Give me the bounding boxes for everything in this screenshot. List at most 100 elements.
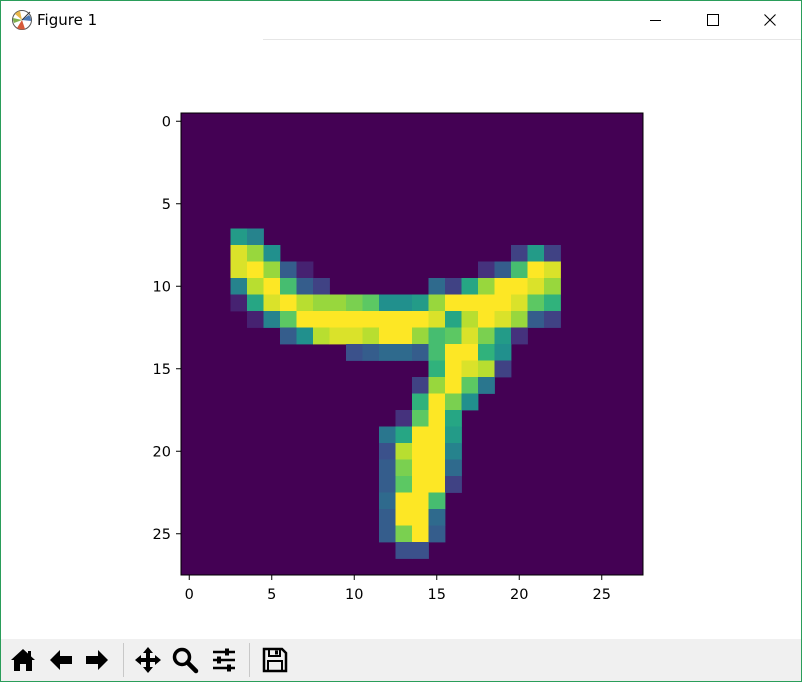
heatmap-cell [511,245,528,262]
heatmap-cell [379,443,396,460]
heatmap-cell [445,294,462,312]
heatmap-cell [379,459,396,477]
heatmap-cell [428,426,446,444]
close-button[interactable] [747,1,793,39]
heatmap-cell [329,311,347,328]
heatmap-cell [280,327,297,345]
heatmap-cell [313,278,330,295]
heatmap-cell [428,410,446,427]
heatmap-cell [527,245,545,262]
heatmap-cell [346,327,363,345]
heatmap-cell [445,393,462,411]
heatmap-cell [478,344,495,361]
heatmap-cell [296,294,314,312]
heatmap-cell [362,294,380,312]
y-tick-label: 10 [153,279,171,295]
heatmap-cell [247,245,264,262]
pan-button[interactable] [132,644,164,676]
heatmap-cell [544,278,561,295]
zoom-button[interactable] [169,644,201,676]
heatmap-cell [395,426,413,444]
heatmap-cell [461,393,479,411]
heatmap-cell [395,476,413,493]
navigation-toolbar [1,639,801,681]
heatmap-cell [395,525,413,543]
heatmap-cell [395,294,413,312]
heatmap-cell [395,492,413,510]
heatmap-cell [230,228,248,246]
save-icon [262,647,288,673]
home-button[interactable] [7,644,39,676]
heatmap-cell [511,311,528,328]
heatmap-cell [412,426,429,444]
x-tick-label: 15 [428,587,446,603]
heatmap-cell [247,311,264,328]
heatmap-cell [296,327,314,345]
heatmap-cell [379,492,396,510]
back-button[interactable] [45,644,77,676]
heatmap-cell [412,327,429,345]
heatmap-cell [544,245,561,262]
heatmap-cell [346,294,363,312]
y-tick-label: 5 [162,197,171,213]
heatmap-cell [428,311,446,328]
x-tick-label: 25 [593,587,611,603]
minimize-icon [650,20,661,21]
heatmap-cell [263,311,281,328]
back-arrow-icon [50,650,72,670]
forward-button[interactable] [81,644,113,676]
heatmap-cell [527,294,545,312]
heatmap-cell [379,525,396,543]
minimize-button[interactable] [633,1,679,39]
heatmap-cell [428,278,446,295]
heatmap-cell [362,311,380,328]
configure-subplots-button[interactable] [208,644,240,676]
heatmap-cell [445,476,462,493]
heatmap-cell [280,261,297,279]
heatmap-cell [412,443,429,460]
figure-canvas[interactable]: 0 5 10 15 20 25 0 5 10 15 20 25 [1,41,801,639]
heatmap-cell [395,443,413,460]
heatmap-cell [412,492,429,510]
maximize-icon [707,14,719,26]
heatmap-cell [478,327,495,345]
heatmap-cell [511,327,528,345]
heatmap-cell [461,327,479,345]
matplotlib-logo-icon [12,10,32,30]
heatmap-cell [247,261,264,279]
title-bar[interactable]: Figure 1 [1,1,801,39]
heatmap-cell [412,476,429,493]
heatmap-cell [478,377,495,394]
heatmap-cell [478,311,495,328]
heatmap-cell [379,294,396,312]
save-button[interactable] [259,644,291,676]
heatmap-cell [445,443,462,460]
heatmap-cell [478,261,495,279]
heatmap-cell [412,525,429,543]
window-title: Figure 1 [37,11,98,29]
heatmap-cell [461,344,479,361]
heatmap-cell [263,294,281,312]
heatmap-cell [445,459,462,477]
heatmap-cell [379,344,396,361]
pan-icon [135,647,161,673]
heatmap-cell [379,509,396,526]
heatmap-cell [313,327,330,345]
maximize-button[interactable] [690,1,736,39]
heatmap-cell [428,327,446,345]
heatmap-cell [445,327,462,345]
heatmap-cell [445,360,462,378]
y-tick-label: 15 [153,362,171,378]
heatmap-cell [230,245,248,262]
heatmap-cell [346,344,363,361]
x-tick-label: 0 [185,587,194,603]
axes-frame [180,112,644,576]
heatmap-cell [494,311,512,328]
heatmap-cell [263,245,281,262]
heatmap-cell [263,261,281,279]
heatmap-cell [428,492,446,510]
heatmap-cell [445,410,462,427]
toolbar-separator [123,643,124,677]
heatmap-cell [379,327,396,345]
